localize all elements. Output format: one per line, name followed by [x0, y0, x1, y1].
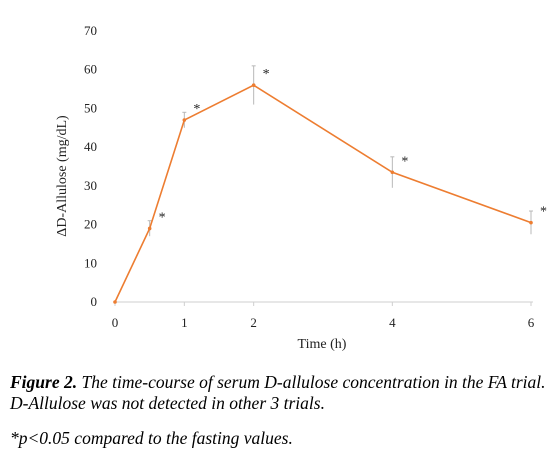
y-tick-labels: 0 10 20 30 40 50 60 70	[84, 23, 97, 309]
chart-axes	[114, 301, 533, 306]
significance-markers: * * * * *	[159, 67, 547, 225]
x-tick-label: 4	[389, 315, 396, 330]
series-line	[114, 84, 532, 303]
x-tick-label: 0	[112, 315, 119, 330]
x-tick-label: 1	[181, 315, 188, 330]
data-point	[251, 83, 256, 87]
x-tick-label: 2	[250, 315, 257, 330]
error-bars	[147, 65, 533, 237]
y-axis-label: ΔD-Allulose (mg/dL)	[55, 115, 70, 237]
y-tick-label: 20	[84, 217, 97, 232]
caption-text: The time-course of serum D-allulose conc…	[10, 372, 546, 413]
figure-caption: Figure 2. The time-course of serum D-all…	[10, 372, 555, 414]
significance-marker: *	[263, 67, 270, 82]
significance-marker: *	[540, 205, 547, 220]
y-tick-label: 40	[84, 139, 97, 154]
y-tick-label: 0	[91, 294, 98, 309]
x-tick-label: 6	[528, 315, 535, 330]
y-tick-label: 30	[84, 178, 97, 193]
line-chart: 0 10 20 30 40 50 60 70 0 1 2 4 6 * * * * * Time (h) ΔD-…	[55, 23, 547, 352]
data-point	[113, 300, 117, 304]
y-tick-label: 10	[84, 255, 97, 270]
data-point	[182, 118, 187, 122]
data-points	[113, 83, 533, 304]
caption-footnote: *p<0.05 compared to the fasting values.	[10, 428, 293, 448]
data-point	[529, 220, 533, 225]
x-tick-labels: 0 1 2 4 6	[112, 315, 535, 330]
significance-marker: *	[193, 102, 200, 117]
data-point	[147, 226, 152, 231]
significance-marker: *	[159, 210, 166, 225]
y-tick-label: 60	[84, 62, 97, 77]
figure-label: Figure 2.	[10, 372, 78, 392]
significance-marker: *	[401, 154, 408, 169]
y-tick-label: 50	[84, 100, 97, 115]
data-point	[390, 170, 395, 175]
y-tick-label: 70	[84, 23, 97, 38]
x-axis-label: Time (h)	[298, 337, 347, 352]
